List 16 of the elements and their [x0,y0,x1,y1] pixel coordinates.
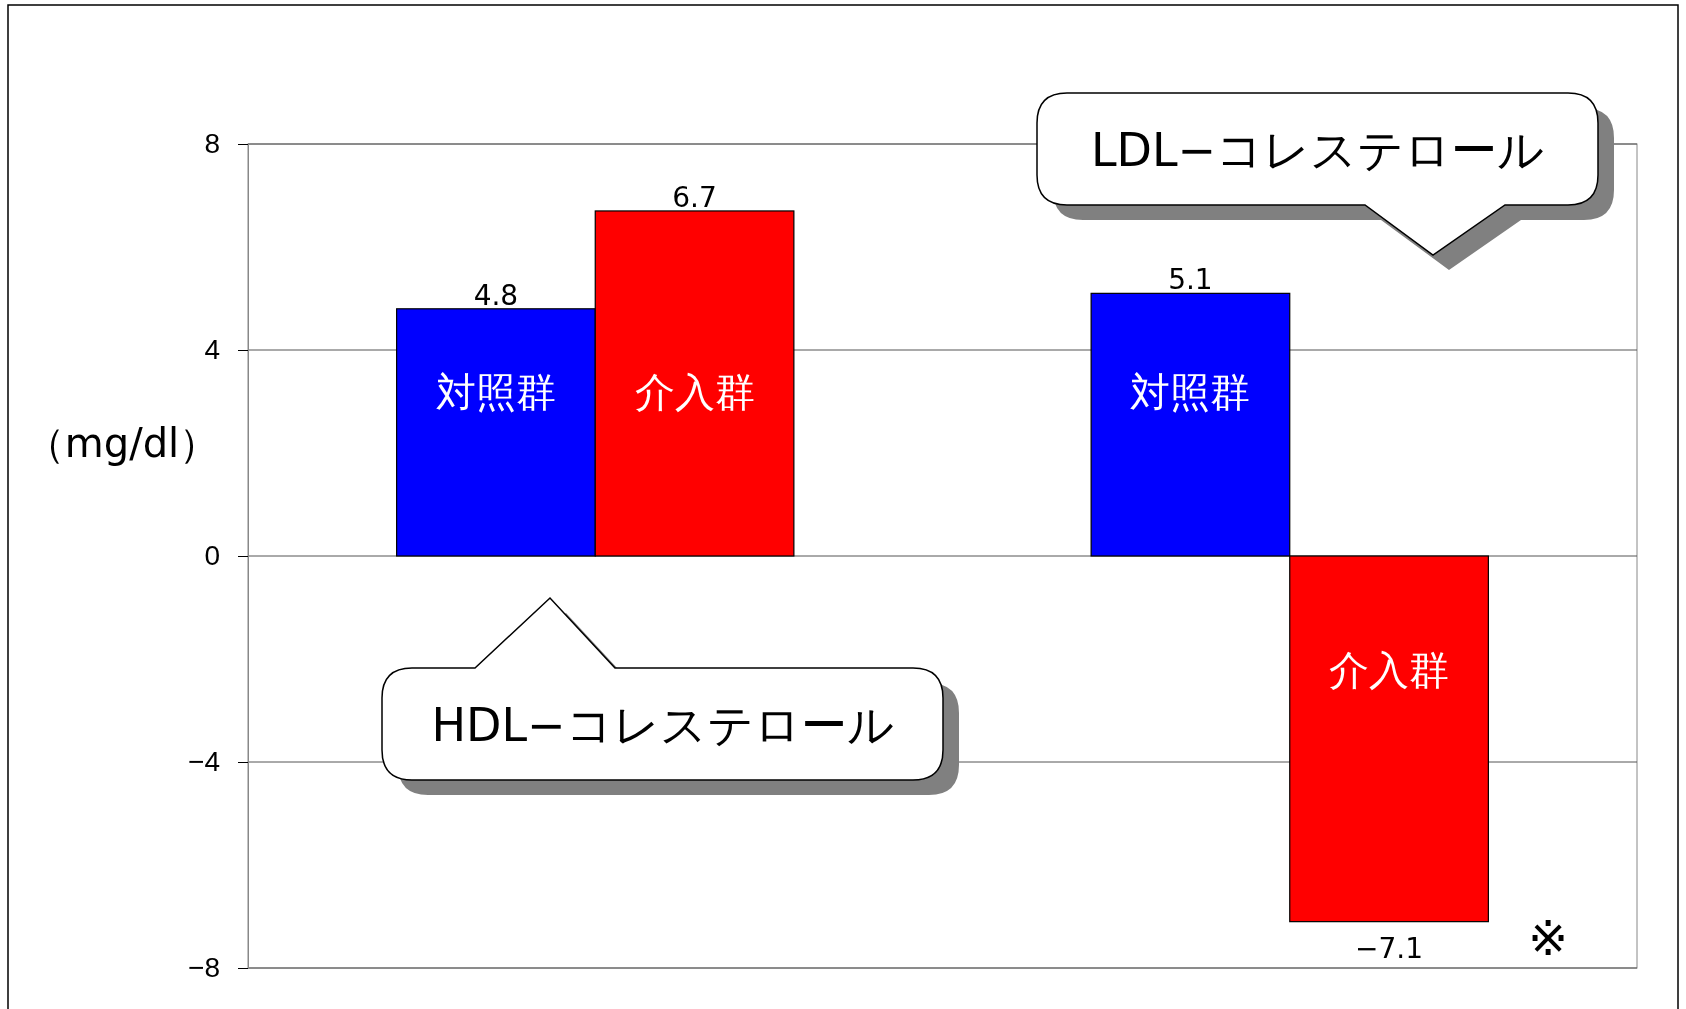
text: 対照群 [1130,369,1251,415]
data-label: 4.8 [473,278,519,312]
y-tick-label: 4 [204,334,220,366]
series-label: 介入群 [634,369,755,415]
y-tick-label: 0 [204,540,220,572]
series-label: 対照群 [435,369,556,415]
y-tick-label: −8 [188,952,220,984]
annotation: ※ [1527,910,1569,966]
annotation: HDL−コレステロール [431,698,894,752]
y-axis-title: （mg/dl） [24,420,220,466]
text: 介入群 [1329,647,1450,693]
data-label: 6.7 [672,180,717,214]
y-tick-label: 8 [204,128,220,160]
y-tick-label: −4 [188,746,220,778]
data-label: −7.1 [1355,931,1424,965]
annotation: LDL−コレステロール [1090,123,1545,177]
